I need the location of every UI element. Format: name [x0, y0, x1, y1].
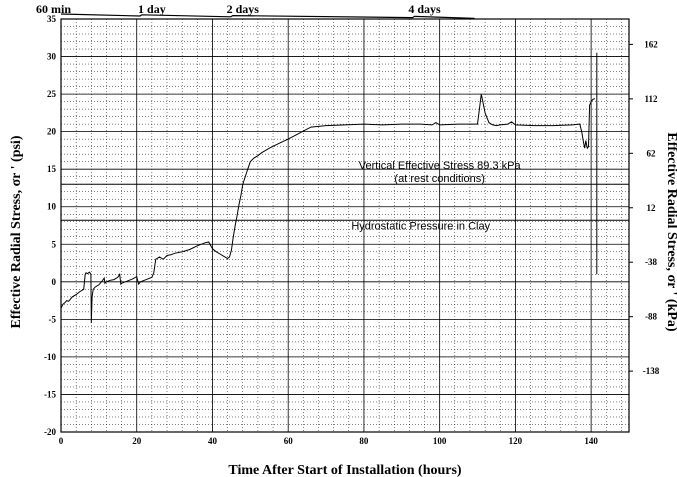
y-tick-label: -20	[44, 427, 56, 437]
y-axis-right-label: Effective Radial Stress, σr ' (kPa)	[664, 132, 677, 332]
annotation-text: Vertical Effective Stress 89.3 kPa	[359, 160, 522, 172]
y-tick-label: 25	[47, 89, 57, 99]
y-tick-label: -15	[44, 389, 56, 399]
x-tick-label: 0	[59, 436, 64, 446]
x-axis-label: Time After Start of Installation (hours)	[228, 463, 462, 477]
y-tick-label: 5	[52, 239, 57, 249]
annotation-text: Hydrostatic Pressure in Clay	[351, 220, 490, 232]
time-marker-label: 2 days	[227, 2, 260, 16]
y2-tick-label: -38	[645, 257, 657, 267]
time-marker-label: 1 day	[138, 2, 166, 16]
y2-tick-label: -88	[645, 312, 657, 322]
x-tick-label: 20	[132, 436, 142, 446]
y2-tick-label: -138	[643, 366, 660, 376]
time-marker-label: 60 min	[36, 2, 71, 16]
y-tick-label: 10	[47, 202, 57, 212]
tick-labels: 0 20 40 60 80 100 120 140 -20 -15 -10 -5 0 5 10 15 20 25 3…	[44, 14, 660, 446]
series-layer	[60, 52, 598, 324]
y2-tick-label: 12	[647, 203, 657, 213]
x-tick-label: 120	[509, 436, 523, 446]
stress-series-line	[60, 94, 596, 324]
x-tick-label: 40	[208, 436, 218, 446]
y-tick-label: -5	[49, 314, 57, 324]
y-tick-label: 0	[52, 277, 57, 287]
y-tick-label: 20	[47, 127, 57, 137]
y-tick-label: -10	[44, 352, 56, 362]
grid-layer	[60, 18, 629, 433]
annotation-text: (at rest conditions)	[394, 173, 484, 185]
top-time-markers: 60 min 1 day 2 days 4 days	[36, 2, 475, 19]
x-tick-label: 100	[433, 436, 447, 446]
reference-lines	[61, 183, 629, 221]
y2-tick-label: 62	[647, 148, 657, 158]
x-tick-label: 140	[584, 436, 598, 446]
time-marker-label: 4 days	[408, 2, 441, 16]
y-tick-label: 30	[47, 52, 57, 62]
time-marker-line	[60, 13, 475, 19]
plot-border	[60, 18, 630, 433]
y-tick-label: 35	[47, 14, 57, 24]
y-axis-label: Effective Radial Stress, σr ' (psi)	[9, 135, 24, 328]
x-tick-label: 60	[284, 436, 294, 446]
y2-tick-label: 162	[644, 39, 658, 49]
plot-frame	[60, 18, 630, 433]
y-tick-label: 15	[47, 164, 57, 174]
annotations: Vertical Effective Stress 89.3 kPa(at re…	[351, 160, 521, 232]
x-tick-label: 80	[359, 436, 369, 446]
y2-tick-label: 112	[644, 94, 658, 104]
